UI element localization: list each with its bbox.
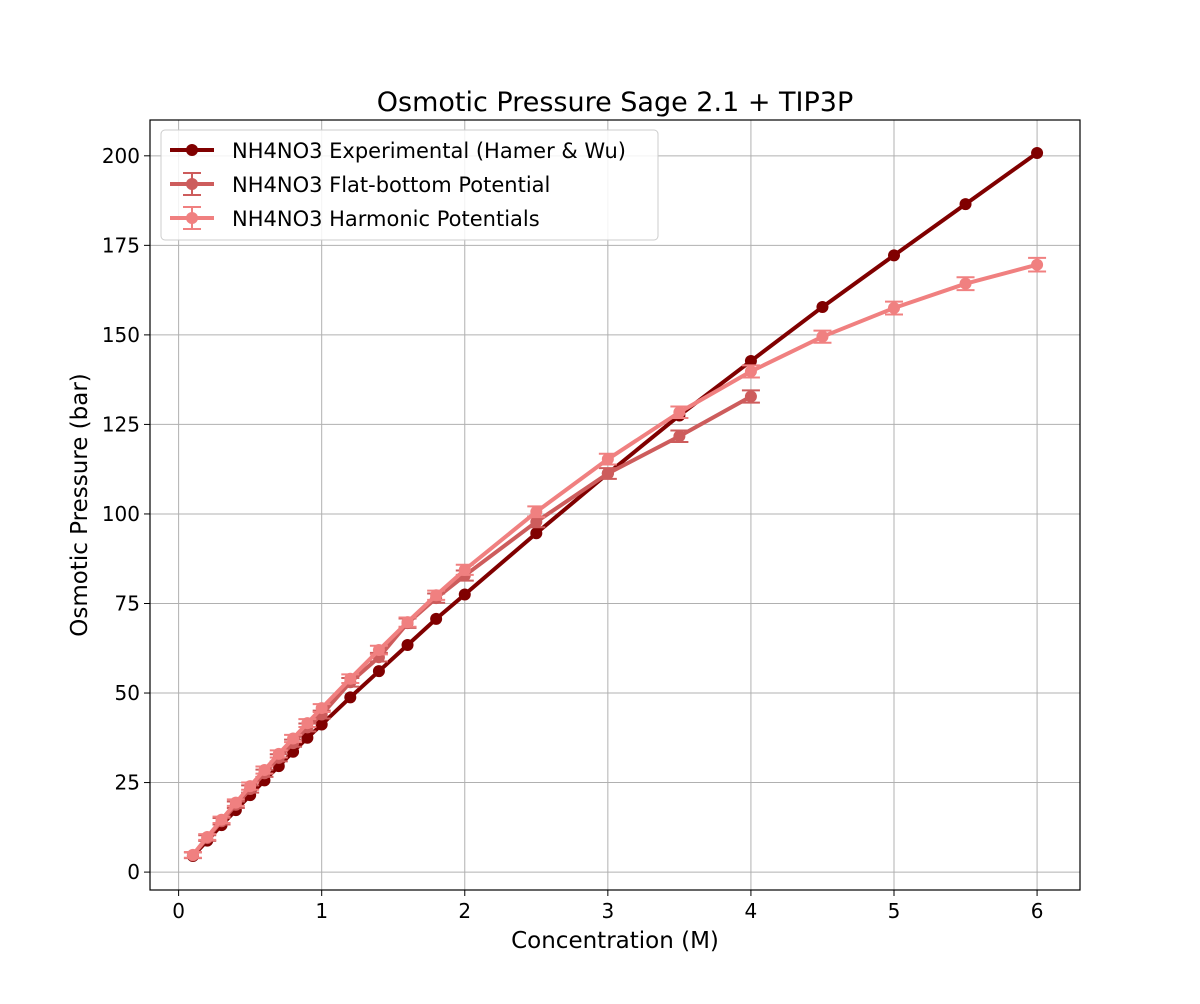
data-point xyxy=(215,813,228,826)
data-point xyxy=(959,198,972,211)
legend-label: NH4NO3 Flat-bottom Potential xyxy=(232,173,550,197)
y-tick-label: 175 xyxy=(102,233,140,257)
y-tick-label: 50 xyxy=(115,681,140,705)
series-line xyxy=(191,394,752,857)
data-point xyxy=(601,453,614,466)
data-point xyxy=(959,277,972,290)
data-point xyxy=(888,302,900,315)
data-point xyxy=(816,330,829,343)
data-point xyxy=(530,527,543,540)
x-tick-label: 5 xyxy=(888,899,901,923)
x-tick-label: 1 xyxy=(315,899,328,923)
legend-marker xyxy=(186,212,198,224)
chart-title: Osmotic Pressure Sage 2.1 + TIP3P xyxy=(377,87,853,118)
data-point xyxy=(287,732,300,745)
data-point xyxy=(372,644,385,657)
data-point xyxy=(1031,258,1044,271)
plot-area-frame xyxy=(149,119,1081,891)
series-2 xyxy=(183,256,1047,861)
data-point xyxy=(1031,146,1044,159)
y-tick-label: 200 xyxy=(102,144,140,168)
data-point xyxy=(458,563,471,576)
data-point xyxy=(673,406,686,419)
series-0 xyxy=(186,146,1044,862)
y-tick-label: 75 xyxy=(115,591,140,615)
x-axis-label: Concentration (M) xyxy=(511,928,719,954)
data-point xyxy=(530,515,543,528)
data-point xyxy=(344,691,357,704)
legend-label: NH4NO3 Experimental (Hamer & Wu) xyxy=(232,139,626,163)
data-point xyxy=(301,717,314,730)
x-tick-label: 6 xyxy=(1031,899,1044,923)
data-point xyxy=(744,390,757,403)
data-point xyxy=(244,780,257,793)
data-point xyxy=(530,505,543,518)
data-point xyxy=(401,639,414,652)
grid-lines xyxy=(150,120,1080,890)
y-tick-label: 125 xyxy=(102,412,140,436)
x-tick-label: 3 xyxy=(601,899,614,923)
y-axis-label: Osmotic Pressure (bar) xyxy=(67,373,93,637)
y-tick-label: 150 xyxy=(102,323,140,347)
data-point xyxy=(458,588,471,601)
data-point xyxy=(430,589,443,602)
data-point xyxy=(816,300,829,313)
data-point xyxy=(229,796,242,809)
series-line xyxy=(191,262,1038,857)
data-point xyxy=(315,702,328,715)
y-tick-label: 0 xyxy=(127,860,140,884)
y-tick-label: 25 xyxy=(115,771,140,795)
legend-item: NH4NO3 Flat-bottom Potential xyxy=(170,172,550,197)
data-point xyxy=(201,830,214,843)
legend-marker xyxy=(186,178,198,190)
data-point xyxy=(344,672,357,685)
legend: NH4NO3 Experimental (Hamer & Wu) NH4NO3 F… xyxy=(160,129,659,241)
axis-ticks: 0 1 2 3 4 5 6 0 25 50 75 100 125 150 175 200 xyxy=(102,144,1044,923)
data-point xyxy=(673,430,686,443)
legend-marker xyxy=(186,144,198,156)
legend-item: NH4NO3 Experimental (Hamer & Wu) xyxy=(170,139,626,163)
legend-box xyxy=(160,129,659,241)
y-tick-label: 100 xyxy=(102,502,140,526)
data-point xyxy=(888,249,900,262)
data-point xyxy=(272,747,285,760)
series-line xyxy=(191,151,1039,858)
data-point xyxy=(401,616,414,629)
data-point xyxy=(601,467,614,480)
data-point xyxy=(315,718,328,731)
data-point xyxy=(744,365,757,378)
series-layer xyxy=(183,146,1047,862)
x-tick-label: 4 xyxy=(745,899,758,923)
series-1 xyxy=(183,389,760,862)
x-tick-label: 2 xyxy=(458,899,471,923)
data-point xyxy=(301,731,314,744)
data-point xyxy=(744,355,757,368)
data-point xyxy=(186,848,199,861)
x-tick-label: 0 xyxy=(172,899,185,923)
data-point xyxy=(430,612,443,625)
data-point xyxy=(258,764,271,777)
legend-label: NH4NO3 Harmonic Potentials xyxy=(232,207,540,231)
legend-item: NH4NO3 Harmonic Potentials xyxy=(170,206,540,231)
data-point xyxy=(372,665,385,678)
